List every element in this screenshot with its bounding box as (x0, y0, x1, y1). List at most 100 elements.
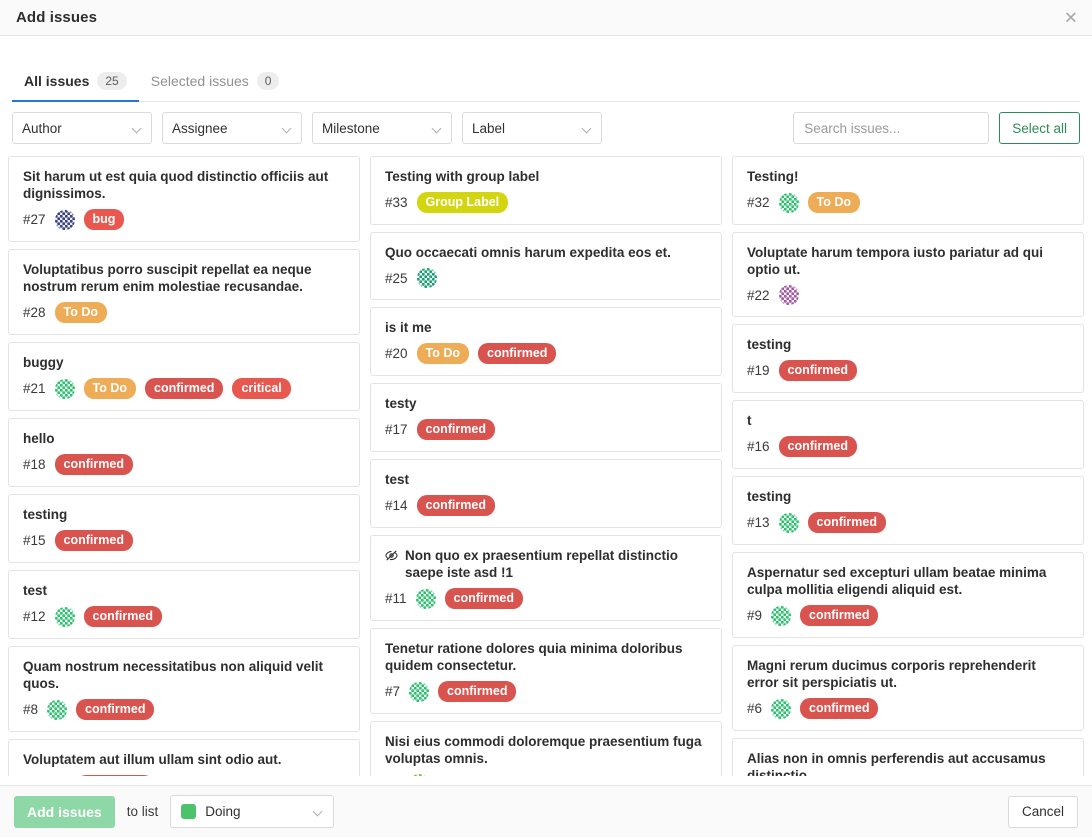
issue-id: #15 (23, 533, 46, 548)
close-icon[interactable]: ✕ (1063, 8, 1078, 27)
issue-card[interactable]: Voluptatem aut illum ullam sint odio aut… (8, 739, 360, 776)
issue-title: Alias non in omnis perferendis aut accus… (747, 750, 1071, 776)
avatar (409, 681, 430, 702)
filter-select-assignee[interactable]: Assignee (162, 112, 302, 144)
board-column: Testing with group label #33 Group Label Qu… (370, 156, 722, 776)
issue-title: t (747, 412, 1071, 429)
issue-card[interactable]: Non quo ex praesentium repellat distinct… (370, 535, 722, 621)
issue-card[interactable]: testing #13 confirmed (732, 476, 1084, 545)
issue-title: Testing with group label (385, 168, 709, 185)
issue-card[interactable]: Nisi eius commodi doloremque praesentium… (370, 721, 722, 776)
issue-id: #16 (747, 439, 770, 454)
issue-title-text: testing (23, 507, 68, 522)
issue-label-badge: confirmed (438, 681, 517, 702)
issue-id: #8 (23, 702, 39, 717)
avatar (771, 605, 792, 626)
issue-id: #18 (23, 457, 46, 472)
issue-card[interactable]: Testing! #32 To Do (732, 156, 1084, 225)
tab-selected-issues[interactable]: Selected issues 0 (139, 72, 292, 101)
issue-meta: #12 confirmed (23, 606, 347, 627)
tab-count-badge: 25 (97, 72, 127, 90)
issue-title: test (23, 582, 347, 599)
issue-meta: #18 confirmed (23, 454, 347, 475)
avatar (778, 512, 799, 533)
issue-title-text: buggy (23, 355, 64, 370)
issue-card[interactable]: Voluptate harum tempora iusto pariatur a… (732, 232, 1084, 317)
issue-meta: #15 confirmed (23, 530, 347, 551)
search-input[interactable] (793, 112, 990, 144)
to-list-label: to list (126, 804, 159, 819)
tab-all-issues[interactable]: All issues 25 (12, 72, 139, 102)
issue-card[interactable]: Magni rerum ducimus corporis reprehender… (732, 645, 1084, 731)
issue-card[interactable]: testing #19 confirmed (732, 324, 1084, 393)
issue-title: testing (23, 506, 347, 523)
filter-select-milestone[interactable]: Milestone (312, 112, 452, 144)
issue-card[interactable]: Aspernatur sed excepturi ullam beatae mi… (732, 552, 1084, 638)
issue-id: #28 (23, 305, 46, 320)
issue-meta: #8 confirmed (23, 699, 347, 720)
issue-card[interactable]: Sit harum ut est quia quod distinctio of… (8, 156, 360, 242)
issue-label-badge: confirmed (145, 378, 224, 399)
issue-id: #21 (23, 381, 46, 396)
issue-meta: #16 confirmed (747, 436, 1071, 457)
tab-label: Selected issues (150, 73, 249, 89)
filter-label: Assignee (172, 120, 228, 136)
issue-card[interactable]: test #12 confirmed (8, 570, 360, 639)
issue-meta: #19 confirmed (747, 360, 1071, 381)
list-select[interactable]: Doing (170, 795, 335, 828)
issue-title-text: testing (747, 337, 792, 352)
issue-title: testing (747, 336, 1071, 353)
issue-meta: #11 confirmed (385, 588, 709, 609)
issue-title-text: Voluptatibus porro suscipit repellat ea … (23, 262, 312, 294)
issue-card[interactable]: Tenetur ratione dolores quia minima dolo… (370, 628, 722, 714)
issue-card[interactable]: Quo occaecati omnis harum expedita eos e… (370, 232, 722, 300)
issue-card[interactable]: Quam nostrum necessitatibus non aliquid … (8, 646, 360, 732)
issue-title-text: Tenetur ratione dolores quia minima dolo… (385, 641, 683, 673)
issue-title-text: Sit harum ut est quia quod distinctio of… (23, 169, 329, 201)
issue-title-text: Alias non in omnis perferendis aut accus… (747, 751, 1046, 776)
avatar (771, 698, 792, 719)
issue-label-badge: To Do (416, 343, 470, 364)
issue-card[interactable]: testy #17 confirmed (370, 383, 722, 452)
issue-title: Voluptatibus porro suscipit repellat ea … (23, 261, 347, 295)
issue-card[interactable]: Voluptatibus porro suscipit repellat ea … (8, 249, 360, 335)
issue-card[interactable]: Alias non in omnis perferendis aut accus… (732, 738, 1084, 776)
issue-title-text: Quo occaecati omnis harum expedita eos e… (385, 245, 671, 260)
filter-label: Label (472, 120, 506, 136)
issue-title-text: is it me (385, 320, 432, 335)
list-select-value: Doing (205, 804, 241, 819)
select-all-button[interactable]: Select all (999, 112, 1080, 144)
issue-title: testing (747, 488, 1071, 505)
issue-label-badge: critical (232, 378, 291, 399)
issue-meta: #6 confirmed (747, 698, 1071, 719)
issue-title-text: test (23, 583, 48, 598)
issue-card[interactable]: testing #15 confirmed (8, 494, 360, 563)
add-issues-button[interactable]: Add issues (14, 795, 115, 828)
cancel-button[interactable]: Cancel (1007, 795, 1078, 828)
issue-label-badge: confirmed (778, 360, 857, 381)
issue-title-text: Non quo ex praesentium repellat distinct… (405, 548, 679, 580)
issue-title-text: Magni rerum ducimus corporis reprehender… (747, 658, 1036, 690)
issue-title-text: Aspernatur sed excepturi ullam beatae mi… (747, 565, 1047, 597)
issue-card[interactable]: t #16 confirmed (732, 400, 1084, 469)
issue-card[interactable]: test #14 confirmed (370, 459, 722, 528)
board-column: Testing! #32 To Do Voluptate harum tempora … (732, 156, 1084, 776)
issue-meta: #17 confirmed (385, 419, 709, 440)
issue-card[interactable]: buggy #21 To Do confirmed critical (8, 342, 360, 411)
issue-meta: #28 To Do (23, 302, 347, 323)
issue-card[interactable]: is it me #20 To Do confirmed (370, 307, 722, 376)
issue-title: Sit harum ut est quia quod distinctio of… (23, 168, 347, 202)
filter-select-author[interactable]: Author (12, 112, 152, 144)
issue-title: Voluptatem aut illum ullam sint odio aut… (23, 751, 347, 768)
eye-slash-icon (385, 549, 398, 562)
avatar (416, 268, 437, 288)
filter-select-label[interactable]: Label (462, 112, 602, 144)
issue-id: #9 (747, 608, 763, 623)
issue-title-text: Testing! (747, 169, 799, 184)
issue-card[interactable]: Testing with group label #33 Group Label (370, 156, 722, 225)
issue-meta: #20 To Do confirmed (385, 343, 709, 364)
issue-card[interactable]: hello #18 confirmed (8, 418, 360, 487)
issue-id: #19 (747, 363, 770, 378)
filter-label: Author (22, 120, 62, 136)
